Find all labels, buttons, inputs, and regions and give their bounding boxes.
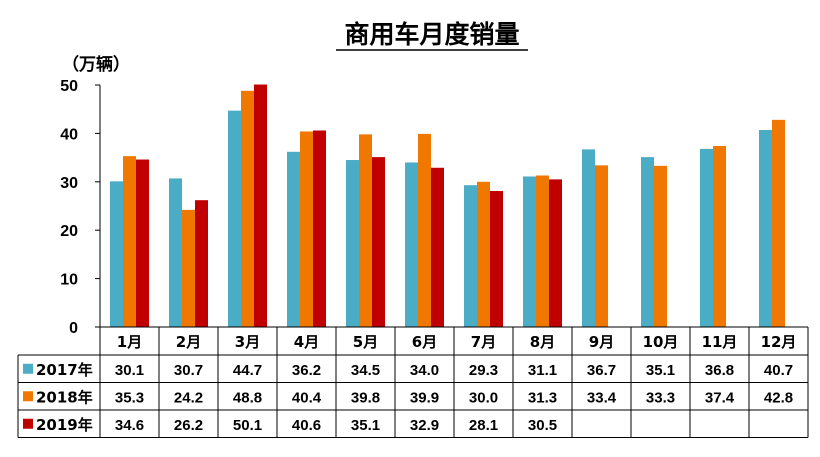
- data-label: 42.8: [764, 389, 793, 406]
- category-label: 6月: [412, 333, 437, 351]
- chart-title: 商用车月度销量: [344, 20, 519, 49]
- bar-2017年: [169, 178, 182, 327]
- bar-2018年: [654, 165, 667, 327]
- bar-2017年: [346, 160, 359, 327]
- data-label: 36.7: [587, 362, 616, 379]
- data-label: 28.1: [469, 417, 498, 434]
- data-label: 34.0: [410, 362, 439, 379]
- bar-2019年: [136, 159, 149, 327]
- data-label: 36.8: [705, 362, 734, 379]
- bar-2017年: [523, 176, 536, 327]
- y-tick-label: 0: [69, 320, 78, 337]
- category-label: 11月: [702, 333, 738, 351]
- bar-2018年: [595, 165, 608, 327]
- bar-2017年: [110, 181, 123, 327]
- category-label: 9月: [589, 333, 614, 351]
- y-tick-label: 40: [60, 126, 78, 143]
- bar-2017年: [582, 149, 595, 327]
- bar-2018年: [241, 90, 254, 327]
- category-label: 3月: [235, 333, 260, 351]
- data-label: 30.7: [174, 362, 203, 379]
- data-label: 40.7: [764, 362, 793, 379]
- data-label: 35.1: [646, 362, 675, 379]
- category-label: 12月: [761, 333, 797, 351]
- data-label: 50.1: [233, 417, 262, 434]
- category-label: 7月: [471, 333, 496, 351]
- legend-key-2019年: [23, 418, 33, 429]
- chart-marks: 0 10 20 30 40 50 1月 2月 3月 4月 5月 6月 7月 8月 9月 10月 11月 12月 20…: [17, 78, 809, 438]
- bar-2017年: [405, 162, 418, 327]
- bar-2017年: [464, 185, 477, 327]
- category-label: 1月: [117, 333, 142, 351]
- data-label: 35.1: [351, 417, 380, 434]
- bar-2017年: [641, 157, 654, 327]
- bar-2019年: [431, 167, 444, 327]
- data-label: 33.4: [587, 389, 617, 406]
- data-label: 44.7: [233, 362, 262, 379]
- bar-2019年: [313, 130, 326, 327]
- data-label: 36.2: [292, 362, 321, 379]
- data-label: 30.5: [528, 417, 557, 434]
- data-label: 33.3: [646, 389, 675, 406]
- bar-2019年: [372, 157, 385, 327]
- data-label: 37.4: [705, 389, 735, 406]
- legend-label: 2017年: [36, 361, 93, 379]
- data-label: 31.1: [528, 362, 557, 379]
- legend-label: 2019年: [36, 416, 93, 434]
- bar-2019年: [195, 200, 208, 327]
- bar-2018年: [359, 134, 372, 327]
- bar-2018年: [300, 131, 313, 327]
- bar-2017年: [228, 110, 241, 327]
- y-tick-label: 20: [60, 223, 78, 240]
- data-label: 26.2: [174, 417, 203, 434]
- data-label: 29.3: [469, 362, 498, 379]
- data-label: 35.3: [115, 389, 144, 406]
- legend-key-2017年: [23, 363, 33, 374]
- bar-2019年: [490, 190, 503, 327]
- category-label: 5月: [353, 333, 378, 351]
- bar-2017年: [700, 148, 713, 327]
- y-tick-label: 50: [60, 78, 78, 95]
- data-label: 48.8: [233, 389, 262, 406]
- bar-2018年: [713, 145, 726, 327]
- data-label: 40.6: [292, 417, 321, 434]
- category-label: 4月: [294, 333, 319, 351]
- bar-2018年: [536, 175, 549, 327]
- unit-label: （万辆）: [62, 54, 130, 75]
- data-label: 39.8: [351, 389, 380, 406]
- bar-2017年: [287, 151, 300, 327]
- data-label: 24.2: [174, 389, 203, 406]
- category-label: 2月: [176, 333, 201, 351]
- bar-2018年: [772, 119, 785, 328]
- data-label: 30.0: [469, 389, 498, 406]
- bar-2019年: [549, 179, 562, 327]
- bar-2018年: [182, 209, 195, 327]
- category-label: 10月: [643, 333, 679, 351]
- bar-2019年: [254, 84, 267, 328]
- legend-label: 2018年: [36, 388, 93, 406]
- y-tick-label: 10: [60, 272, 78, 289]
- data-label: 31.3: [528, 389, 557, 406]
- data-label: 30.1: [115, 362, 144, 379]
- data-label: 40.4: [292, 389, 322, 406]
- legend-key-2018年: [23, 391, 33, 402]
- category-label: 8月: [530, 333, 555, 351]
- bar-2018年: [123, 156, 136, 327]
- bar-2017年: [759, 130, 772, 327]
- y-tick-label: 30: [60, 175, 78, 192]
- data-label: 39.9: [410, 389, 439, 406]
- data-label: 34.5: [351, 362, 380, 379]
- bar-2018年: [418, 133, 431, 327]
- data-label: 34.6: [115, 417, 144, 434]
- data-label: 32.9: [410, 417, 439, 434]
- bar-2018年: [477, 181, 490, 327]
